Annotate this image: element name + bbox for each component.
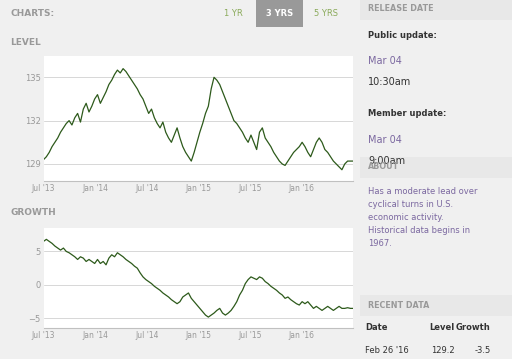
Bar — [360, 0, 512, 20]
Text: 5 YRS: 5 YRS — [314, 9, 338, 18]
Text: 9:00am: 9:00am — [368, 156, 405, 166]
Text: 10:30am: 10:30am — [368, 77, 411, 87]
Text: Growth: Growth — [456, 323, 491, 332]
Text: 3 YRS: 3 YRS — [266, 9, 293, 18]
Text: Mar 04: Mar 04 — [368, 135, 402, 145]
Text: Date: Date — [365, 323, 388, 332]
Text: Mar 04: Mar 04 — [368, 56, 402, 66]
Bar — [360, 295, 512, 316]
Text: 129.2: 129.2 — [431, 346, 455, 355]
Text: ABOUT: ABOUT — [368, 162, 399, 172]
Text: Public update:: Public update: — [368, 31, 437, 39]
Text: LEVEL: LEVEL — [10, 38, 41, 47]
Text: 1 YR: 1 YR — [224, 9, 242, 18]
Text: CHARTS:: CHARTS: — [11, 9, 55, 18]
Text: Level: Level — [429, 323, 455, 332]
Bar — [360, 157, 512, 178]
Text: GROWTH: GROWTH — [10, 208, 56, 217]
Text: Has a moderate lead over
cyclical turns in U.S.
economic activity.
Historical da: Has a moderate lead over cyclical turns … — [368, 187, 478, 248]
Text: -3.5: -3.5 — [475, 346, 491, 355]
Text: RELEASE DATE: RELEASE DATE — [368, 4, 434, 14]
Text: Feb 26 '16: Feb 26 '16 — [365, 346, 409, 355]
Text: Member update:: Member update: — [368, 109, 446, 118]
Text: RECENT DATA: RECENT DATA — [368, 300, 430, 310]
Bar — [257, 0, 303, 27]
